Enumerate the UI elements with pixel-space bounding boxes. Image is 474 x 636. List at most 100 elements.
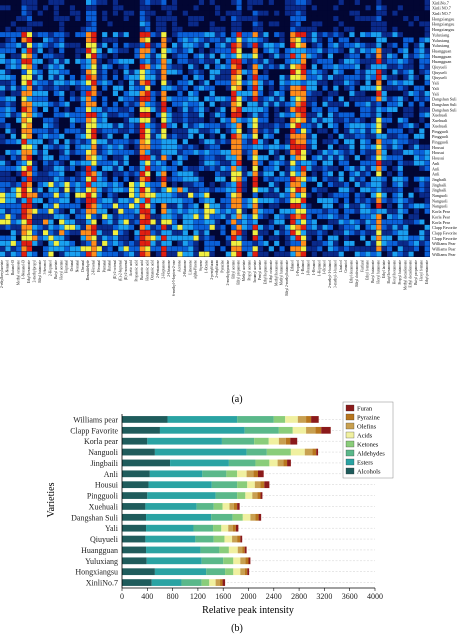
- heatmap-cell: [193, 144, 199, 150]
- heatmap-cell: [338, 80, 344, 86]
- heatmap-cell: [188, 26, 194, 32]
- heatmap-cell: [284, 251, 291, 257]
- heatmap-cell: [59, 230, 65, 236]
- heatmap-cell: [182, 176, 188, 182]
- heatmap-cell: [365, 48, 371, 54]
- heatmap-cell: [376, 58, 382, 64]
- heatmap-cell: [107, 203, 113, 209]
- heatmap-cell: [161, 165, 167, 171]
- heatmap-cell: [80, 21, 86, 27]
- heatmap-cell: [96, 0, 102, 5]
- heatmap-cell: [193, 203, 199, 209]
- heatmap-cell: [424, 123, 430, 129]
- heatmap-cell: [26, 208, 33, 214]
- heatmap-cell: [172, 91, 178, 96]
- heatmap-cell: [263, 240, 269, 246]
- heatmap-cell: [268, 112, 274, 118]
- heatmap-cell: [172, 26, 178, 32]
- heatmap-cell: [69, 240, 76, 246]
- heatmap-cell: [59, 165, 65, 171]
- heatmap-cell: [413, 155, 420, 161]
- heatmap-cell: [284, 107, 291, 113]
- heatmap-cell: [360, 240, 366, 246]
- heatmap-cell: [344, 123, 350, 129]
- heatmap-cell: [16, 192, 22, 198]
- heatmap-column-label: Pyrazine: [221, 260, 225, 273]
- heatmap-column-label: Octanoic acid: [151, 260, 155, 280]
- heatmap-cell: [370, 165, 377, 171]
- heatmap-cell: [419, 230, 425, 236]
- heatmap-cell: [129, 64, 135, 70]
- heatmap-cell: [376, 91, 382, 96]
- heatmap-row-label: Housui: [432, 145, 445, 150]
- heatmap-cell: [215, 112, 221, 118]
- heatmap-cell: [107, 74, 113, 80]
- heatmap-cell: [21, 112, 27, 118]
- heatmap-cell: [215, 16, 221, 21]
- heatmap-cell: [155, 192, 162, 198]
- heatmap-cell: [26, 214, 33, 220]
- heatmap-cell: [311, 0, 317, 5]
- heatmap-cell: [419, 37, 425, 43]
- heatmap-column-label: 2-methylpyrazine: [226, 260, 230, 286]
- heatmap-cell: [188, 160, 194, 166]
- heatmap-cell: [86, 160, 92, 166]
- heatmap-cell: [80, 176, 86, 182]
- heatmap-cell: [241, 16, 248, 21]
- heatmap-cell: [161, 85, 167, 91]
- heatmap-cell: [317, 240, 323, 246]
- heatmap-cell: [220, 176, 226, 182]
- heatmap-cell: [349, 48, 355, 54]
- heatmap-cell: [177, 139, 183, 145]
- heatmap-cell: [91, 176, 97, 182]
- heatmap-cell: [188, 198, 194, 204]
- heatmap-cell: [10, 85, 16, 91]
- heatmap-cell: [344, 224, 350, 230]
- heatmap-cell: [5, 21, 11, 27]
- heatmap-cell: [413, 48, 420, 54]
- heatmap-cell: [397, 117, 403, 123]
- bar-segment-aldehydes: [228, 459, 256, 467]
- heatmap-cell: [241, 165, 248, 171]
- heatmap-cell: [123, 26, 129, 32]
- heatmap-cell: [75, 214, 81, 220]
- heatmap-cell: [284, 139, 291, 145]
- heatmap-cell: [408, 5, 414, 11]
- heatmap-cell: [306, 230, 312, 236]
- heatmap-cell: [354, 117, 360, 123]
- heatmap-cell: [53, 53, 59, 59]
- heatmap-cell: [263, 21, 269, 27]
- heatmap-cell: [274, 26, 280, 32]
- heatmap-cell: [161, 133, 167, 139]
- heatmap-cell: [166, 112, 172, 118]
- heatmap-cell: [155, 219, 162, 225]
- heatmap-cell: [408, 182, 414, 187]
- heatmap-cell: [150, 171, 156, 177]
- heatmap-cell: [263, 123, 269, 129]
- heatmap-cell: [370, 240, 377, 246]
- heatmap-cell: [279, 235, 285, 241]
- heatmap-cell: [198, 26, 205, 32]
- heatmap-cell: [150, 74, 156, 80]
- heatmap-cell: [397, 235, 403, 241]
- heatmap-cell: [365, 91, 371, 96]
- heatmap-cell: [241, 37, 248, 43]
- heatmap-cell: [150, 80, 156, 86]
- heatmap-cell: [381, 187, 387, 193]
- heatmap-cell: [215, 139, 221, 145]
- heatmap-cell: [322, 224, 328, 230]
- heatmap-cell: [381, 91, 387, 96]
- heatmap-cell: [252, 10, 258, 16]
- heatmap-cell: [53, 42, 59, 48]
- heatmap-cell: [392, 0, 398, 5]
- heatmap-cell: [134, 149, 140, 155]
- heatmap-cell: [301, 58, 307, 64]
- heatmap-cell: [53, 171, 59, 177]
- heatmap-cell: [21, 42, 27, 48]
- heatmap-cell: [204, 96, 210, 102]
- heatmap-cell: [419, 107, 425, 113]
- heatmap-row-label: Huangguan: [432, 59, 452, 64]
- heatmap-cell: [161, 80, 167, 86]
- heatmap-cell: [338, 101, 344, 107]
